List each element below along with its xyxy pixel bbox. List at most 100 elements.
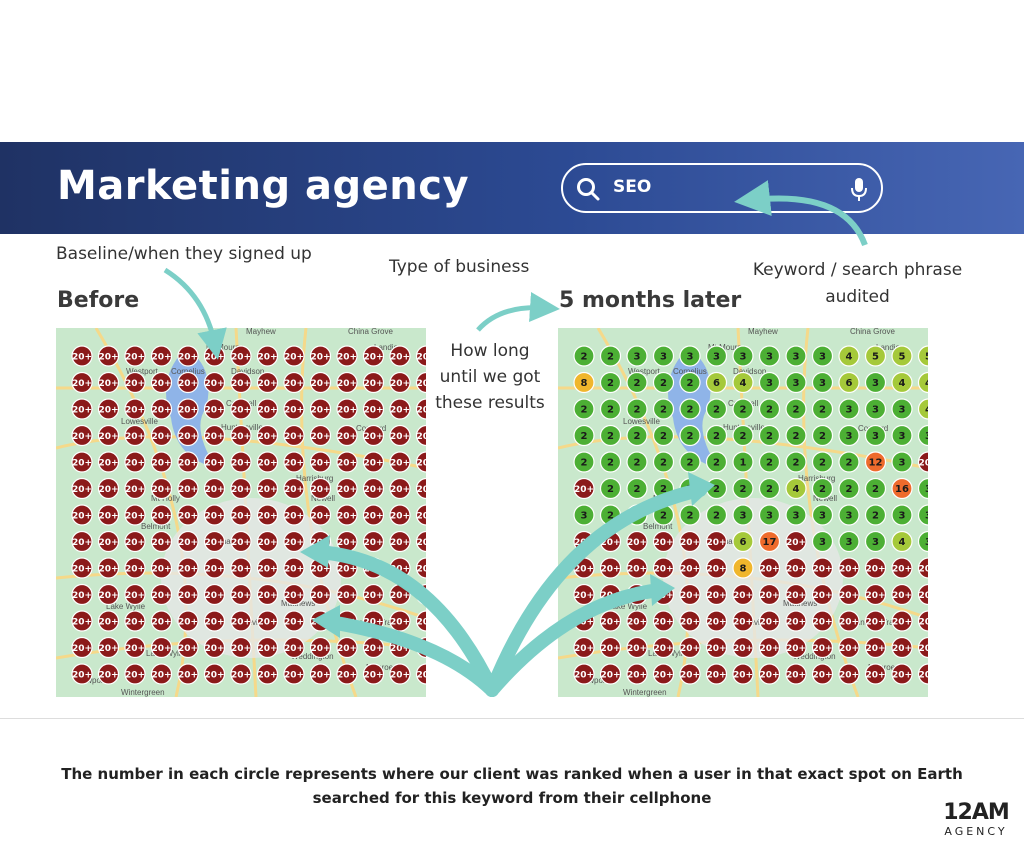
after-rank-value: 4 — [899, 378, 906, 389]
after-rank-circle — [891, 610, 913, 632]
before-rank-value: 20+ — [98, 565, 118, 575]
before-rank-circle — [150, 504, 173, 526]
before-rank-pin: 20+ — [177, 451, 199, 473]
after-rank-circle — [785, 530, 807, 553]
after-rank-pin: 2 — [679, 451, 701, 473]
after-rank-pin: 20+ — [705, 583, 728, 606]
before-rank-pin: 20+ — [150, 557, 173, 579]
after-rank-value: 20+ — [574, 618, 594, 628]
before-rank-value: 20+ — [178, 485, 198, 495]
before-rank-value: 20+ — [257, 591, 277, 601]
after-rank-pin: 4 — [838, 345, 860, 367]
before-rank-value: 20+ — [284, 565, 304, 575]
before-rank-value: 20+ — [416, 353, 426, 363]
search-bar[interactable]: SEO — [561, 163, 883, 213]
before-rank-pin: 20+ — [362, 371, 385, 394]
before-rank-circle — [309, 371, 332, 394]
before-rank-circle — [124, 477, 146, 500]
after-rank-circle — [864, 424, 887, 447]
before-rank-pin: 20+ — [203, 451, 226, 473]
microphone-icon[interactable] — [850, 177, 868, 203]
before-rank-pin: 20+ — [97, 663, 120, 685]
before-rank-value: 20+ — [204, 432, 224, 442]
before-rank-pin: 20+ — [97, 610, 120, 632]
after-rank-pin: 20+ — [626, 583, 648, 606]
after-rank-circle — [811, 451, 834, 473]
after-rank-circle — [573, 398, 595, 420]
after-rank-value: 2 — [687, 378, 694, 389]
before-rank-value: 20+ — [390, 565, 410, 575]
after-rank-circle — [811, 504, 834, 526]
before-rank-circle — [203, 371, 226, 394]
after-rank-value: 3 — [766, 352, 773, 363]
after-rank-circle — [652, 451, 675, 473]
before-rank-circle — [150, 583, 173, 606]
after-rank-circle — [811, 371, 834, 394]
after-rank-value: 3 — [819, 537, 826, 548]
before-rank-circle — [203, 557, 226, 579]
before-rank-value: 20+ — [310, 353, 330, 363]
after-rank-pin: 3 — [652, 345, 675, 367]
after-rank-value: 3 — [793, 352, 800, 363]
before-rank-circle — [124, 557, 146, 579]
after-rank-value: 20+ — [574, 565, 594, 575]
after-rank-circle — [626, 371, 648, 394]
after-rank-pin: 3 — [811, 371, 834, 394]
after-rank-pin: 20+ — [732, 583, 754, 606]
after-rank-circle — [732, 636, 754, 659]
after-rank-circle — [838, 504, 860, 526]
after-rank-circle — [679, 371, 701, 394]
after-rank-value: 20+ — [892, 618, 912, 628]
before-rank-value: 20+ — [310, 565, 330, 575]
after-rank-pin: 2 — [785, 424, 807, 447]
before-rank-value: 20+ — [125, 353, 145, 363]
after-rank-circle — [652, 398, 675, 420]
map-place-label: Cornelius — [673, 367, 707, 376]
map-place-label: Westport — [628, 367, 661, 376]
before-rank-circle — [124, 610, 146, 632]
before-rank-value: 20+ — [204, 353, 224, 363]
before-rank-circle — [97, 477, 120, 500]
after-rank-circle — [864, 663, 887, 685]
after-rank-pin: 2 — [599, 345, 622, 367]
after-rank-value: 3 — [819, 378, 826, 389]
before-rank-circle — [256, 398, 279, 420]
before-rank-value: 20+ — [363, 618, 383, 628]
after-rank-pin: 2 — [626, 477, 648, 500]
after-rank-value: 2 — [660, 511, 667, 522]
after-rank-value: 2 — [687, 405, 694, 416]
after-rank-value: 2 — [607, 431, 614, 442]
before-rank-pin: 20+ — [150, 424, 173, 447]
before-rank-pin: 20+ — [309, 663, 332, 685]
after-rank-circle — [599, 451, 622, 473]
before-rank-value: 20+ — [284, 459, 304, 469]
after-rank-pin: 20+ — [652, 530, 675, 553]
after-rank-value: 2 — [766, 405, 773, 416]
after-rank-pin: 20+ — [573, 583, 595, 606]
before-rank-pin: 20+ — [150, 530, 173, 553]
after-rank-value: 3 — [740, 511, 747, 522]
after-rank-circle — [891, 371, 913, 394]
before-rank-pin: 20+ — [415, 583, 426, 606]
before-rank-pin: 20+ — [124, 610, 146, 632]
after-rank-circle — [838, 477, 860, 500]
before-rank-pin: 20+ — [256, 583, 279, 606]
before-rank-circle — [415, 371, 426, 394]
before-rank-pin: 20+ — [71, 451, 93, 473]
after-rank-value: 20+ — [759, 644, 779, 654]
before-rank-value: 20+ — [204, 512, 224, 522]
after-rank-circle — [758, 477, 781, 500]
after-rank-pin: 2 — [573, 345, 595, 367]
after-rank-value: 2 — [660, 431, 667, 442]
before-rank-pin: 20+ — [203, 530, 226, 553]
before-rank-value: 20+ — [284, 671, 304, 681]
after-rank-circle — [891, 451, 913, 473]
after-rank-pin: 3 — [838, 530, 860, 553]
before-rank-circle — [150, 636, 173, 659]
before-rank-pin: 20+ — [389, 557, 411, 579]
after-rank-value: 20+ — [892, 644, 912, 654]
after-rank-value: 2 — [740, 405, 747, 416]
after-rank-pin: 2 — [573, 398, 595, 420]
after-rank-value: 20+ — [786, 538, 806, 548]
after-rank-value: 2 — [740, 484, 747, 495]
